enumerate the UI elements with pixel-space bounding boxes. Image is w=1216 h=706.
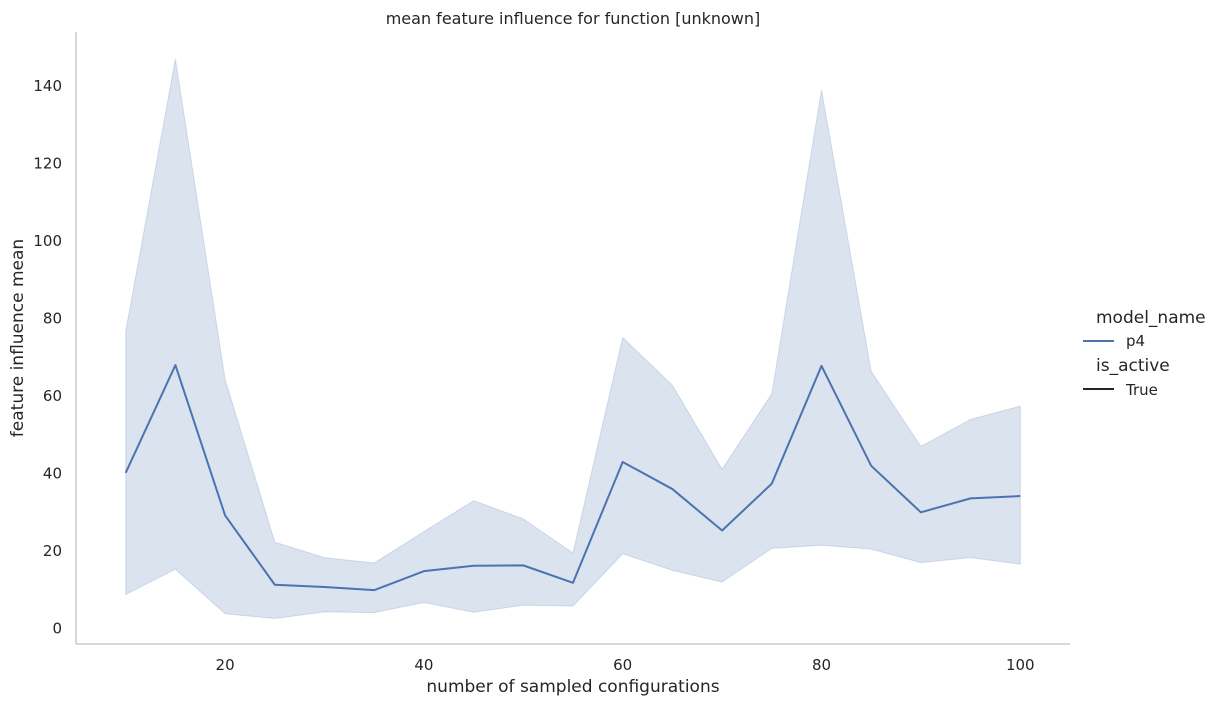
y-tick-labels: 0 20 40 60 80 100 120 140 <box>33 77 62 637</box>
series-line-p4 <box>124 364 1021 592</box>
x-tick-label-80: 80 <box>812 656 831 674</box>
y-tick-label-0: 0 <box>52 620 62 638</box>
confidence-band-p4 <box>125 59 1021 619</box>
y-tick-label-20: 20 <box>43 542 62 560</box>
y-tick-label-80: 80 <box>43 310 62 328</box>
x-tick-labels: 20 40 60 80 100 <box>216 656 1035 674</box>
legend-hue-title: model_name <box>1096 308 1206 328</box>
y-tick-label-120: 120 <box>33 155 62 173</box>
chart-title: mean feature influence for function [unk… <box>386 9 761 28</box>
y-tick-label-100: 100 <box>33 232 62 250</box>
y-tick-label-60: 60 <box>43 387 62 405</box>
axes: 20 40 60 80 100 0 20 40 60 80 100 120 140 <box>33 32 1070 674</box>
legend-p4-label: p4 <box>1126 332 1145 350</box>
y-axis-label: feature influence mean <box>8 239 28 437</box>
legend-style-title: is_active <box>1096 356 1170 376</box>
legend: model_name p4 is_active True <box>1083 308 1206 399</box>
y-tick-label-140: 140 <box>33 77 62 95</box>
x-tick-label-100: 100 <box>1006 656 1035 674</box>
x-tick-label-60: 60 <box>613 656 632 674</box>
y-tick-label-40: 40 <box>43 465 62 483</box>
legend-true-label: True <box>1125 381 1158 399</box>
x-tick-label-20: 20 <box>216 656 235 674</box>
x-tick-label-40: 40 <box>414 656 433 674</box>
x-axis-label: number of sampled configurations <box>426 677 719 697</box>
plot-area <box>124 59 1021 619</box>
